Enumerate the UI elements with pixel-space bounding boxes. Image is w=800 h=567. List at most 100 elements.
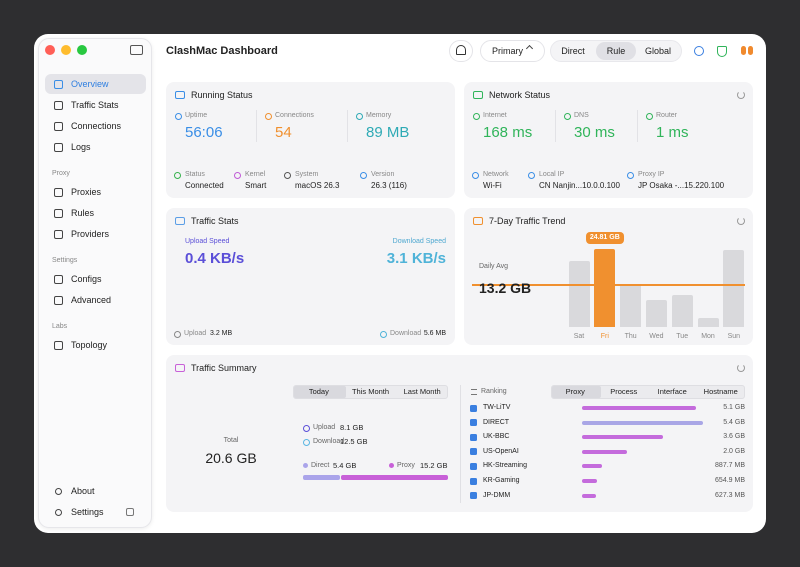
logo-icon <box>748 46 753 55</box>
mode-option[interactable]: Direct <box>561 46 585 56</box>
icon <box>173 171 181 179</box>
day-label: Tue <box>676 333 689 340</box>
mode-option[interactable]: Rule <box>606 46 626 56</box>
card-title: Network Status <box>489 90 551 100</box>
average-value: 13.2 GB <box>479 280 532 296</box>
icon <box>626 171 634 179</box>
nav-item[interactable]: Advanced <box>71 295 112 305</box>
card-icon <box>175 217 185 225</box>
tab[interactable]: Today <box>308 387 329 396</box>
ranking-name: UK-BBC <box>483 433 510 441</box>
detail-label: Kernel <box>245 171 266 178</box>
icon <box>379 330 387 338</box>
card-icon <box>473 217 483 225</box>
ranking-bar <box>582 464 602 469</box>
icon <box>173 330 181 338</box>
nav-item[interactable]: Overview <box>71 79 109 89</box>
ranking-name: DIRECT <box>483 418 510 426</box>
nav-item[interactable]: Providers <box>71 229 110 239</box>
item-icon <box>470 477 477 485</box>
reload-icon[interactable] <box>737 91 745 99</box>
nav-icon <box>54 296 63 305</box>
detail-value: JP Osaka -...15.220.100 <box>638 181 725 190</box>
legend-value: 12.5 GB <box>340 437 368 446</box>
ranking-value: 627.3 MB <box>715 491 745 499</box>
icon <box>359 171 367 179</box>
bell-icon <box>456 45 466 55</box>
metric-label: Uptime <box>185 112 208 119</box>
icon <box>355 112 363 120</box>
day-label: Sun <box>727 333 741 340</box>
legend-icon <box>302 424 310 432</box>
detail-value: macOS 26.3 <box>295 181 340 190</box>
card-title: 7-Day Traffic Trend <box>489 216 566 226</box>
day-label: Fri <box>600 333 609 340</box>
metric-value: 1 ms <box>656 124 689 141</box>
sidebar-toggle[interactable] <box>130 45 143 55</box>
reload-icon[interactable] <box>737 364 745 372</box>
tab[interactable]: Process <box>610 387 638 396</box>
profile-selector[interactable] <box>480 40 545 62</box>
divider <box>256 110 257 142</box>
item-icon <box>470 492 477 500</box>
shield-icon[interactable] <box>717 46 727 57</box>
card <box>166 355 753 512</box>
detail-value: 26.3 (116) <box>371 181 407 190</box>
nav-item[interactable]: Settings <box>71 507 104 517</box>
value-label: 24.81 GB <box>585 231 624 244</box>
upload-total-label: Upload <box>184 330 207 337</box>
download-speed-label: Download Speed <box>392 238 446 245</box>
metric-label: Internet <box>483 112 507 119</box>
nav-icon <box>54 80 63 89</box>
tab[interactable]: Hostname <box>703 387 738 396</box>
nav-icon <box>54 341 63 350</box>
reload-icon[interactable] <box>737 217 745 225</box>
nav-item[interactable]: Traffic Stats <box>71 100 119 110</box>
detail-value: Smart <box>245 181 267 190</box>
legend-value: 8.1 GB <box>340 423 364 432</box>
tab[interactable]: Last Month <box>403 387 441 396</box>
nav-icon <box>54 508 62 516</box>
tab[interactable]: Proxy <box>565 387 585 396</box>
nav-item[interactable]: About <box>71 486 95 496</box>
split-bar <box>341 475 448 480</box>
detail-label: System <box>295 171 319 178</box>
collapse-icon[interactable] <box>126 508 134 516</box>
day-label: Mon <box>701 333 715 340</box>
card-title: Traffic Stats <box>191 216 239 226</box>
icon <box>471 171 479 179</box>
nav-group-label: Proxy <box>52 170 70 177</box>
icon <box>472 112 480 120</box>
split-label: Proxy <box>397 462 415 469</box>
nav-item[interactable]: Configs <box>71 274 102 284</box>
icon <box>283 171 291 179</box>
profile-name[interactable]: Primary <box>492 46 523 56</box>
icon <box>645 112 653 120</box>
card <box>166 208 455 345</box>
metric-label: Router <box>656 112 678 119</box>
icon <box>174 112 182 120</box>
logo-icon <box>741 46 746 55</box>
tab[interactable]: This Month <box>351 387 390 396</box>
nav-icon <box>54 122 63 131</box>
tab-selected-background <box>294 386 346 398</box>
trend-bar <box>594 248 616 327</box>
card-icon <box>175 364 185 372</box>
icon <box>233 171 241 179</box>
zoom-button[interactable] <box>77 45 87 55</box>
mode-option[interactable]: Global <box>644 46 672 56</box>
download-total-label: Download <box>390 330 422 337</box>
detail-label: Network <box>483 171 509 178</box>
nav-item[interactable]: Rules <box>71 208 95 218</box>
nav-active-background <box>45 74 146 94</box>
nav-item[interactable]: Connections <box>71 121 122 131</box>
nav-item[interactable]: Topology <box>71 340 108 350</box>
ranking-value: 2.0 GB <box>723 447 745 455</box>
minimize-button[interactable] <box>61 45 71 55</box>
ranking-icon <box>471 389 477 395</box>
tab[interactable]: Interface <box>657 387 687 396</box>
close-button[interactable] <box>45 45 55 55</box>
nav-item[interactable]: Logs <box>71 142 91 152</box>
upload-speed-label: Upload Speed <box>185 238 230 245</box>
nav-item[interactable]: Proxies <box>71 187 102 197</box>
